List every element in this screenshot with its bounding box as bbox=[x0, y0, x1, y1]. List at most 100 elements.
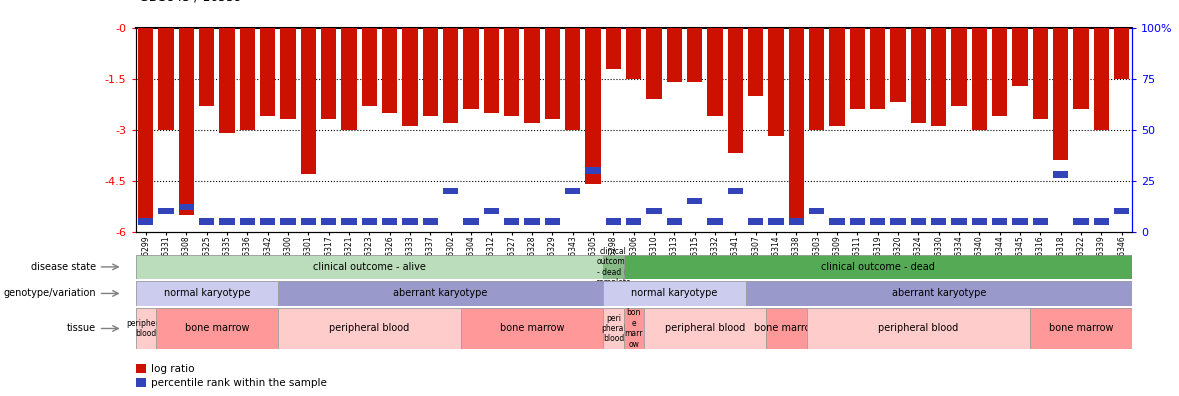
Bar bbox=[239, 28, 255, 129]
Text: bone marrow: bone marrow bbox=[1049, 324, 1113, 333]
Bar bbox=[1073, 28, 1088, 109]
Text: peripheral blood: peripheral blood bbox=[878, 324, 959, 333]
Bar bbox=[281, 219, 296, 225]
Bar bbox=[281, 28, 296, 120]
Bar bbox=[1053, 171, 1068, 178]
Bar bbox=[971, 28, 987, 129]
Bar bbox=[646, 208, 661, 214]
Bar bbox=[667, 28, 681, 82]
Bar bbox=[971, 219, 987, 225]
Bar bbox=[261, 219, 276, 225]
Bar bbox=[1053, 28, 1068, 160]
Bar bbox=[402, 219, 417, 225]
Bar bbox=[321, 219, 336, 225]
Bar bbox=[158, 208, 173, 214]
Bar bbox=[158, 28, 173, 129]
Text: aberrant karyotype: aberrant karyotype bbox=[394, 288, 488, 299]
Bar bbox=[586, 168, 600, 173]
Text: peripheral blood: peripheral blood bbox=[329, 324, 409, 333]
Bar bbox=[525, 28, 540, 123]
Bar bbox=[382, 219, 397, 225]
Bar bbox=[382, 28, 397, 113]
Bar bbox=[402, 28, 417, 126]
Bar bbox=[463, 219, 479, 225]
Bar bbox=[667, 219, 681, 225]
Bar bbox=[179, 28, 195, 215]
Bar bbox=[362, 28, 377, 106]
Bar bbox=[545, 28, 560, 120]
Bar bbox=[362, 219, 377, 225]
Bar bbox=[749, 28, 763, 96]
Bar bbox=[951, 28, 967, 106]
Bar bbox=[565, 188, 580, 194]
Text: aberrant karyotype: aberrant karyotype bbox=[891, 288, 986, 299]
Bar bbox=[342, 219, 357, 225]
Text: bone marrow: bone marrow bbox=[500, 324, 565, 333]
Bar bbox=[423, 219, 439, 225]
Text: clinical outcome - alive: clinical outcome - alive bbox=[312, 262, 426, 272]
Text: peri
pheral
blood: peri pheral blood bbox=[601, 314, 626, 343]
Text: percentile rank within the sample: percentile rank within the sample bbox=[151, 377, 327, 388]
Bar bbox=[1094, 28, 1109, 129]
Bar bbox=[586, 28, 600, 184]
Bar bbox=[707, 219, 723, 225]
Text: normal karyotype: normal karyotype bbox=[631, 288, 718, 299]
Text: clinical outcome - dead: clinical outcome - dead bbox=[821, 262, 935, 272]
Bar bbox=[136, 364, 146, 373]
Bar bbox=[1114, 208, 1129, 214]
Text: GDS843 / 16539: GDS843 / 16539 bbox=[139, 0, 242, 4]
Bar bbox=[219, 219, 235, 225]
Text: genotype/variation: genotype/variation bbox=[4, 288, 95, 299]
Text: bone marrow: bone marrow bbox=[185, 324, 249, 333]
Bar bbox=[626, 219, 641, 225]
Bar bbox=[890, 28, 905, 103]
Text: peripheral blood: peripheral blood bbox=[665, 324, 745, 333]
Bar bbox=[1094, 219, 1109, 225]
Bar bbox=[789, 219, 804, 225]
Bar bbox=[1114, 28, 1129, 79]
Bar bbox=[951, 219, 967, 225]
Bar bbox=[301, 28, 316, 174]
Bar bbox=[301, 219, 316, 225]
Text: peripheral
blood: peripheral blood bbox=[126, 319, 165, 338]
Bar bbox=[727, 188, 743, 194]
Bar bbox=[463, 28, 479, 109]
Bar bbox=[423, 28, 439, 116]
Bar bbox=[809, 208, 824, 214]
Bar bbox=[219, 28, 235, 133]
Bar bbox=[342, 28, 357, 129]
Bar bbox=[606, 28, 621, 69]
Bar bbox=[505, 28, 519, 116]
Bar bbox=[829, 219, 844, 225]
Bar bbox=[931, 219, 947, 225]
Bar bbox=[1033, 219, 1048, 225]
Text: tissue: tissue bbox=[67, 324, 95, 333]
Bar bbox=[626, 28, 641, 79]
Bar bbox=[505, 219, 519, 225]
Bar bbox=[646, 28, 661, 99]
Bar bbox=[1013, 219, 1028, 225]
Bar bbox=[321, 28, 336, 120]
Bar bbox=[850, 28, 865, 109]
Bar bbox=[179, 204, 195, 210]
Bar bbox=[138, 28, 153, 225]
Bar bbox=[789, 28, 804, 225]
Bar bbox=[606, 219, 621, 225]
Bar bbox=[565, 28, 580, 129]
Bar bbox=[138, 219, 153, 225]
Bar bbox=[992, 219, 1007, 225]
Bar bbox=[931, 28, 947, 126]
Bar bbox=[890, 219, 905, 225]
Bar bbox=[910, 28, 926, 123]
Bar bbox=[850, 219, 865, 225]
Bar bbox=[443, 28, 459, 123]
Bar bbox=[829, 28, 844, 126]
Bar bbox=[443, 188, 459, 194]
Bar bbox=[727, 28, 743, 154]
Bar bbox=[992, 28, 1007, 116]
Bar bbox=[809, 28, 824, 129]
Text: disease state: disease state bbox=[31, 262, 95, 272]
Bar bbox=[1033, 28, 1048, 120]
Bar bbox=[910, 219, 926, 225]
Bar bbox=[545, 219, 560, 225]
